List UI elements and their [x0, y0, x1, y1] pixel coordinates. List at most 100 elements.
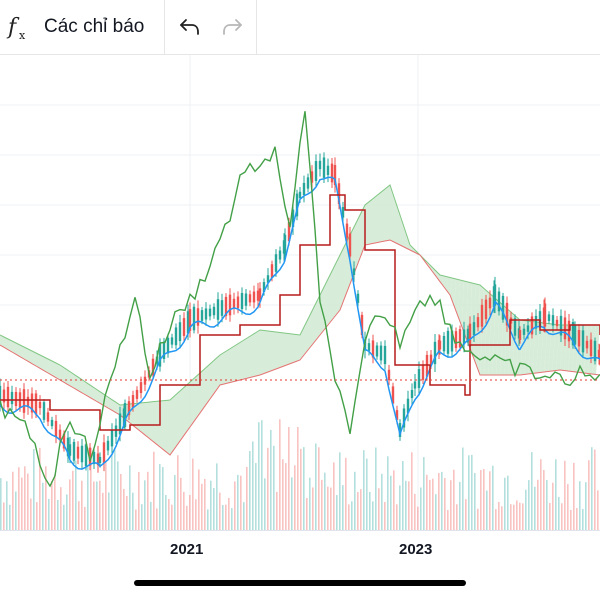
- volume-bar: [498, 502, 500, 530]
- candle-body: [352, 268, 356, 275]
- ichimoku-cloud: [336, 255, 340, 315]
- volume-bar: [171, 504, 173, 530]
- volume-bar: [594, 449, 596, 530]
- volume-bar: [426, 474, 428, 530]
- volume-bar: [180, 477, 182, 530]
- candle-body: [274, 254, 278, 272]
- volume-bar: [585, 482, 587, 530]
- candle-body: [410, 389, 414, 399]
- volume-bar: [324, 472, 326, 530]
- candle-body: [50, 419, 54, 427]
- volume-bar: [186, 505, 188, 530]
- ichimoku-cloud: [228, 347, 232, 383]
- volume-bar: [432, 478, 434, 530]
- volume-bar: [33, 448, 35, 530]
- candle-body: [530, 316, 534, 335]
- candle-body: [462, 329, 466, 345]
- volume-bar: [345, 457, 347, 530]
- volume-bar: [567, 484, 569, 530]
- volume-bar: [258, 422, 260, 530]
- volume-bar: [408, 481, 410, 530]
- ichimoku-cloud: [304, 319, 308, 355]
- ichimoku-cloud: [381, 189, 385, 242]
- toolbar-divider: [164, 0, 165, 54]
- volume-bar: [492, 465, 494, 530]
- ichimoku-cloud: [214, 356, 218, 394]
- ichimoku-cloud: [432, 269, 438, 277]
- candle-body: [98, 456, 102, 464]
- volume-bar: [558, 496, 560, 530]
- candle-body: [182, 318, 186, 336]
- volume-bar: [219, 492, 221, 530]
- volume-bar: [423, 457, 425, 530]
- ichimoku-cloud: [288, 333, 292, 365]
- candle-body: [68, 444, 72, 456]
- ichimoku-cloud: [60, 365, 64, 383]
- volume-bar: [342, 485, 344, 530]
- ichimoku-cloud: [232, 345, 236, 382]
- candle-body: [513, 318, 517, 336]
- indicators-label: Các chỉ báo: [44, 16, 145, 37]
- ichimoku-cloud: [40, 355, 44, 371]
- volume-bar: [531, 452, 533, 530]
- volume-bar: [399, 485, 401, 530]
- volume-bar: [360, 489, 362, 530]
- price-chart[interactable]: [0, 55, 600, 530]
- volume-bar: [231, 508, 233, 530]
- candle-body: [170, 337, 174, 345]
- volume-bar: [309, 477, 311, 530]
- volume-bar: [303, 447, 305, 530]
- redo-button[interactable]: [214, 0, 250, 54]
- ichimoku-cloud: [284, 333, 288, 366]
- volume-bar: [45, 466, 47, 530]
- volume-bar: [9, 504, 11, 530]
- ichimoku-cloud: [84, 381, 88, 397]
- volume-bar: [189, 495, 191, 530]
- volume-bar: [162, 467, 164, 530]
- ichimoku-cloud: [72, 373, 76, 390]
- candle-body: [559, 315, 563, 336]
- volume-bar: [204, 478, 206, 530]
- volume-bar: [375, 447, 377, 530]
- undo-button[interactable]: [172, 0, 208, 54]
- volume-bar: [336, 495, 338, 530]
- candle-body: [593, 340, 597, 362]
- ichimoku-cloud: [8, 339, 12, 352]
- volume-bar: [228, 497, 230, 530]
- volume-bar: [129, 465, 131, 530]
- volume-bar: [54, 474, 56, 530]
- ichimoku-cloud: [16, 343, 20, 357]
- ichimoku-cloud: [324, 279, 328, 330]
- chart-canvas[interactable]: [0, 55, 600, 530]
- volume-bar: [555, 459, 557, 530]
- volume-bar: [69, 479, 71, 530]
- volume-bar: [591, 447, 593, 530]
- volume-bar: [213, 488, 215, 530]
- candle-body: [66, 437, 70, 457]
- ichimoku-cloud: [248, 335, 252, 378]
- volume-bar: [294, 465, 296, 530]
- volume-bar: [105, 461, 107, 530]
- volume-bar: [0, 478, 2, 530]
- candle-body: [204, 308, 208, 320]
- volume-bar: [102, 492, 104, 530]
- candle-body: [538, 311, 542, 327]
- ichimoku-cloud: [148, 401, 152, 441]
- volume-bar: [471, 454, 473, 530]
- ichimoku-cloud: [174, 392, 178, 450]
- time-axis[interactable]: 2021 2023: [0, 530, 600, 571]
- volume-bar: [177, 455, 179, 530]
- volume-bar: [183, 491, 185, 530]
- volume-bar: [276, 491, 278, 530]
- ichimoku-cloud: [292, 334, 296, 363]
- ichimoku-cloud: [68, 370, 72, 387]
- volume-bar: [354, 471, 356, 530]
- ichimoku-cloud: [24, 347, 28, 362]
- volume-bar: [417, 506, 419, 530]
- candle-body: [158, 343, 162, 367]
- ichimoku-cloud: [240, 340, 244, 380]
- ichimoku-cloud: [328, 271, 332, 325]
- ichimoku-cloud: [52, 361, 56, 378]
- candle-body: [581, 330, 585, 353]
